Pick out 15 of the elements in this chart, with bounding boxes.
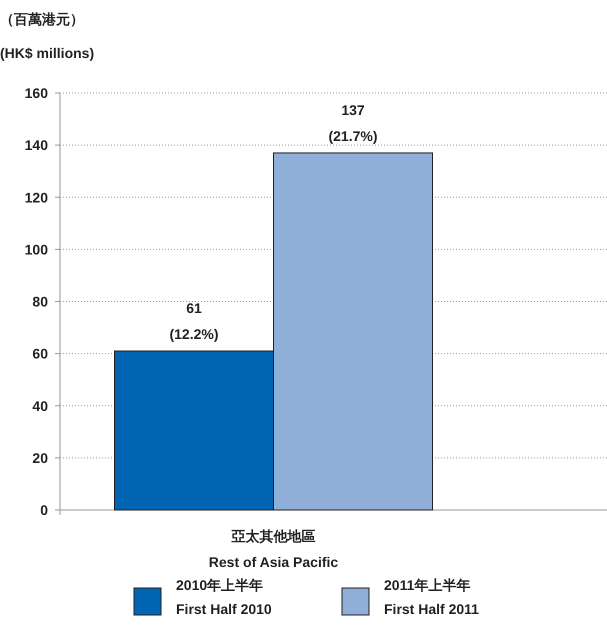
- x-tick-label: 亞太其他地區 Rest of Asia Pacific: [208, 528, 338, 570]
- data-label: 137 (21.7%): [328, 102, 378, 144]
- y-tick-label: 100: [24, 241, 48, 258]
- legend-label: 2010年上半年 First Half 2010: [176, 577, 272, 617]
- data-label: 61 (12.2%): [169, 300, 219, 342]
- y-tick-label: 140: [24, 137, 48, 154]
- text: （百萬港元） (HK$ millions): [0, 11, 94, 61]
- y-tick-label: 160: [24, 85, 48, 101]
- legend-label: 2011年上半年 First Half 2011: [384, 577, 480, 617]
- y-tick-label: 0: [40, 502, 48, 518]
- y-tick-label: 80: [32, 294, 48, 310]
- y-tick-label: 40: [32, 398, 48, 414]
- y-tick-label: 20: [32, 450, 48, 466]
- y-tick-label: 120: [24, 189, 48, 206]
- y-tick-label: 60: [32, 346, 48, 362]
